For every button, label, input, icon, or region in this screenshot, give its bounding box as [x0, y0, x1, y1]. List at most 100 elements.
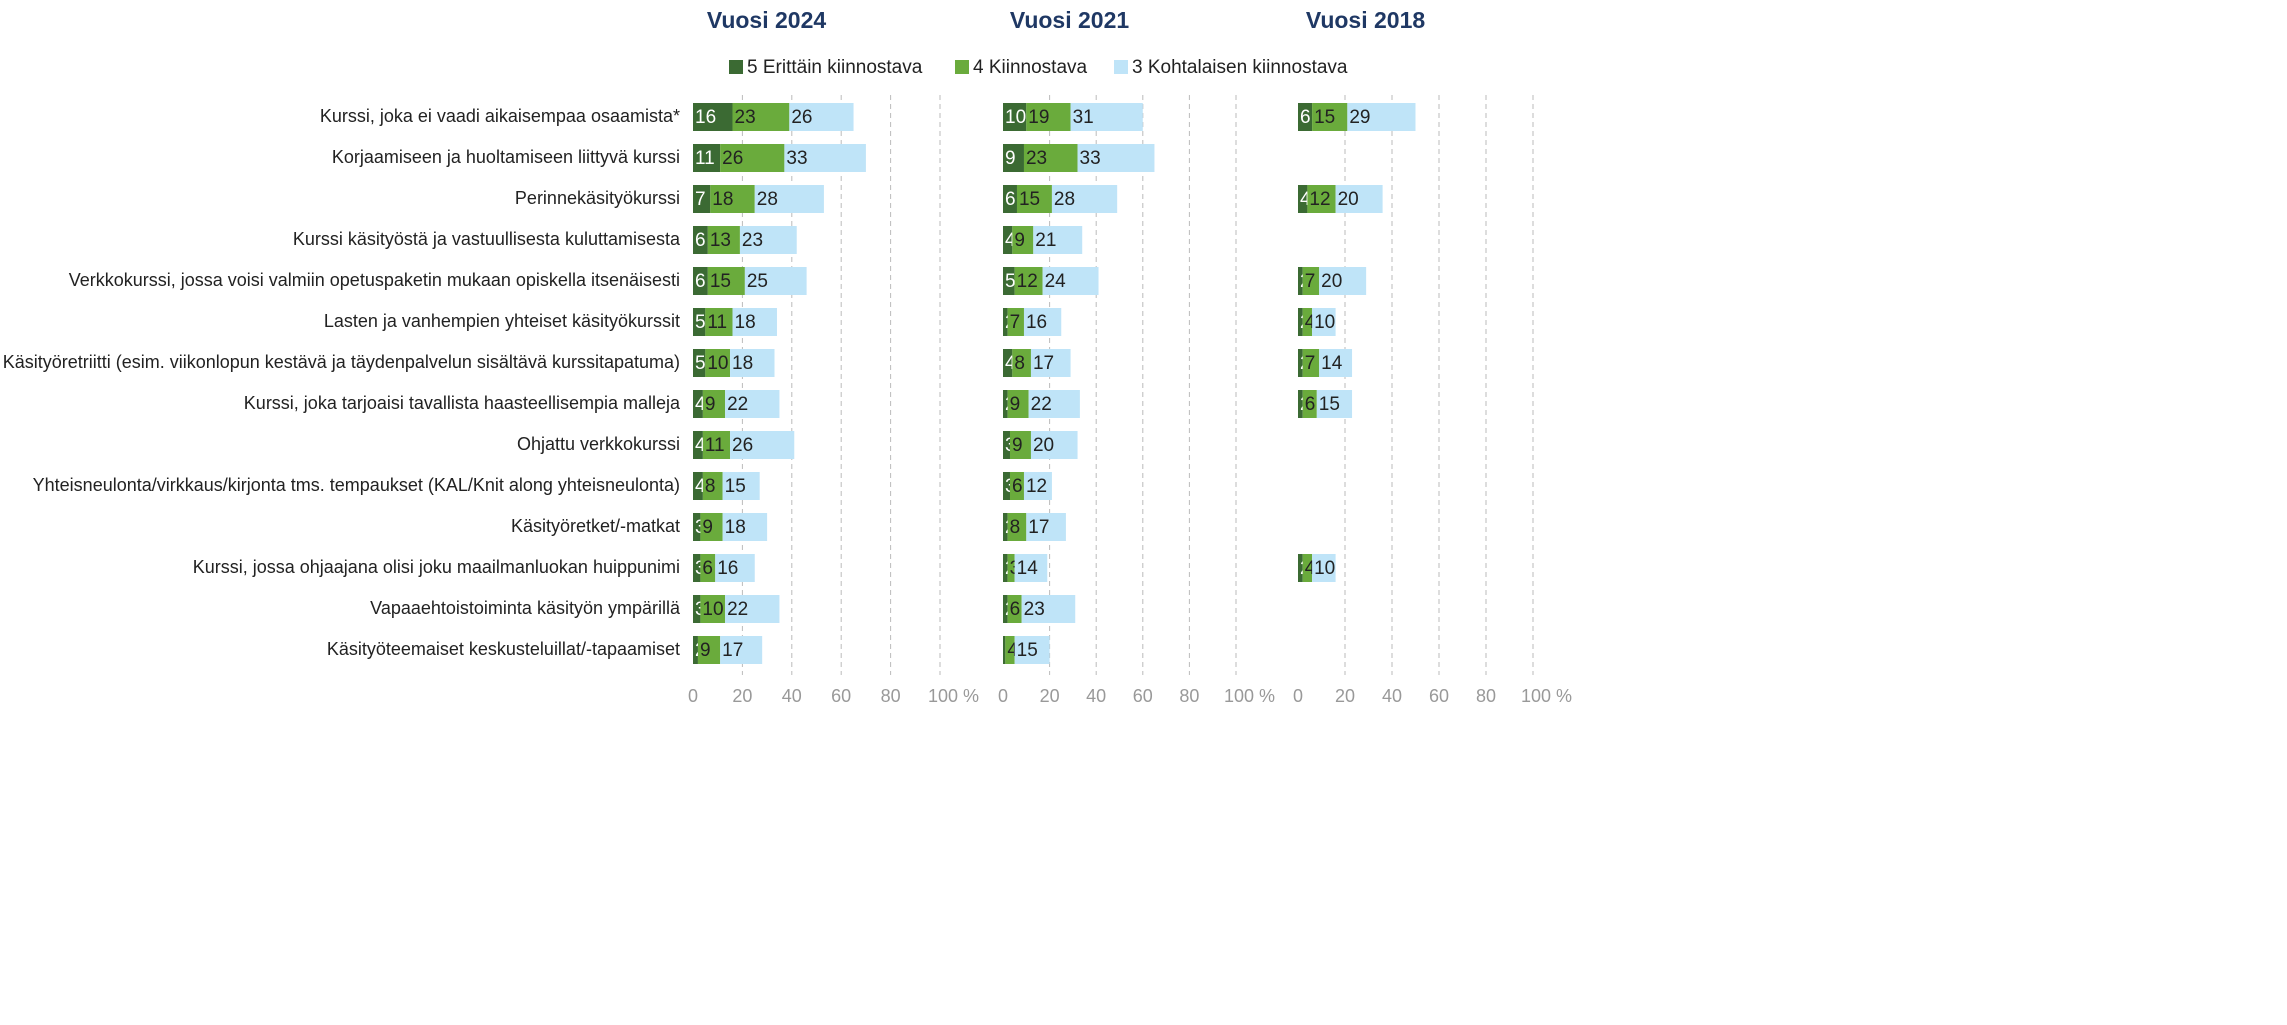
bar-segment — [1312, 103, 1348, 131]
bar-segment — [1298, 349, 1303, 377]
value-label: 8 — [1010, 517, 1021, 538]
bar-segment — [702, 472, 723, 500]
panel-title: Vuosi 2018 — [1306, 7, 1426, 33]
bar-segment — [1298, 390, 1303, 418]
bar-segment — [700, 513, 723, 541]
bar-segment — [693, 144, 721, 172]
x-tick-label: 20 — [1335, 686, 1355, 706]
bar-segment — [1347, 103, 1416, 131]
category-label: Ohjattu verkkokurssi — [517, 434, 680, 454]
x-tick-label: 60 — [1133, 686, 1153, 706]
value-label: 33 — [1080, 148, 1101, 169]
value-label: 21 — [1035, 230, 1056, 251]
bar-segment — [722, 472, 760, 500]
bar-segment — [1012, 349, 1031, 377]
bar-segment — [720, 144, 785, 172]
value-label: 22 — [727, 599, 748, 620]
value-label: 5 — [1005, 271, 1016, 292]
value-label: 23 — [742, 230, 763, 251]
bar-segment — [784, 144, 866, 172]
bar-segment — [1298, 308, 1303, 336]
value-label: 4 — [1305, 312, 1316, 333]
value-label: 29 — [1349, 107, 1370, 128]
value-label: 11 — [705, 435, 725, 456]
bar-segment — [700, 595, 726, 623]
bar-segment — [1003, 513, 1008, 541]
value-label: 10 — [1314, 558, 1335, 579]
value-label: 7 — [1305, 353, 1316, 374]
bar-segment — [1007, 513, 1027, 541]
bar-segment — [1026, 103, 1071, 131]
category-label: Vapaaehtoistoiminta käsityön ympärillä — [370, 598, 681, 618]
bar-segment — [739, 226, 797, 254]
bar-segment — [1077, 144, 1155, 172]
value-label: 4 — [1005, 230, 1016, 251]
bar-segment — [1009, 472, 1024, 500]
value-label: 20 — [1338, 189, 1359, 210]
bar-segment — [1302, 390, 1317, 418]
category-label: Käsityöretriitti (esim. viikonlopun kest… — [3, 352, 680, 372]
bar-segment — [1003, 144, 1024, 172]
bar-segment — [693, 185, 711, 213]
bar-segment — [1030, 349, 1071, 377]
value-label: 20 — [1321, 271, 1342, 292]
bar-segment — [1003, 308, 1008, 336]
value-label: 7 — [1305, 271, 1316, 292]
value-label: 26 — [722, 148, 743, 169]
value-label: 14 — [1321, 353, 1343, 374]
value-label: 28 — [757, 189, 778, 210]
x-tick-label: 60 — [831, 686, 851, 706]
bar-segment — [1033, 226, 1083, 254]
x-tick-label: 80 — [881, 686, 901, 706]
bar-segment — [722, 513, 768, 541]
bar-segment — [1298, 185, 1308, 213]
value-label: 23 — [1024, 599, 1045, 620]
bar-segment — [1003, 185, 1017, 213]
bar-segment — [702, 390, 726, 418]
bar-segment — [1026, 513, 1066, 541]
legend-label: 3 Kohtalaisen kiinnostava — [1132, 57, 1348, 78]
value-label: 17 — [1033, 353, 1054, 374]
bar-segment — [1030, 431, 1078, 459]
value-label: 6 — [1300, 107, 1311, 128]
value-label: 10 — [1005, 107, 1026, 128]
category-label: Verkkokurssi, jossa voisi valmiin opetus… — [69, 270, 680, 290]
bar-segment — [1003, 472, 1010, 500]
x-tick-label: 100 % — [1224, 686, 1275, 706]
category-label: Kurssi käsityöstä ja vastuullisesta kulu… — [293, 229, 681, 249]
value-label: 8 — [1014, 353, 1025, 374]
category-label: Käsityöteemaiset keskusteluillat/-tapaam… — [327, 639, 680, 659]
bar-segment — [744, 267, 807, 295]
bar-segment — [1298, 554, 1303, 582]
bar-segment — [1003, 554, 1008, 582]
value-label: 16 — [717, 558, 738, 579]
value-label: 15 — [725, 476, 746, 497]
bar-segment — [1312, 554, 1336, 582]
value-label: 6 — [695, 230, 706, 251]
x-tick-label: 80 — [1476, 686, 1496, 706]
value-label: 17 — [722, 640, 743, 661]
value-label: 9 — [700, 640, 711, 661]
value-label: 6 — [702, 558, 713, 579]
value-label: 33 — [786, 148, 807, 169]
bar-segment — [1014, 636, 1050, 664]
value-label: 25 — [747, 271, 768, 292]
value-label: 4 — [1305, 558, 1316, 579]
value-label: 26 — [791, 107, 812, 128]
value-label: 24 — [1045, 271, 1067, 292]
category-label: Yhteisneulonta/virkkaus/kirjonta tms. te… — [33, 475, 680, 495]
value-label: 18 — [735, 312, 756, 333]
value-label: 9 — [1012, 435, 1023, 456]
value-label: 11 — [695, 148, 715, 169]
bar-segment — [1014, 267, 1043, 295]
value-label: 11 — [707, 312, 727, 333]
x-tick-label: 100 % — [1521, 686, 1572, 706]
value-label: 15 — [1019, 189, 1040, 210]
value-label: 7 — [695, 189, 706, 210]
x-tick-label: 40 — [782, 686, 802, 706]
value-label: 15 — [1314, 107, 1335, 128]
value-label: 5 — [695, 353, 706, 374]
bar-segment — [1005, 636, 1015, 664]
value-label: 26 — [732, 435, 753, 456]
